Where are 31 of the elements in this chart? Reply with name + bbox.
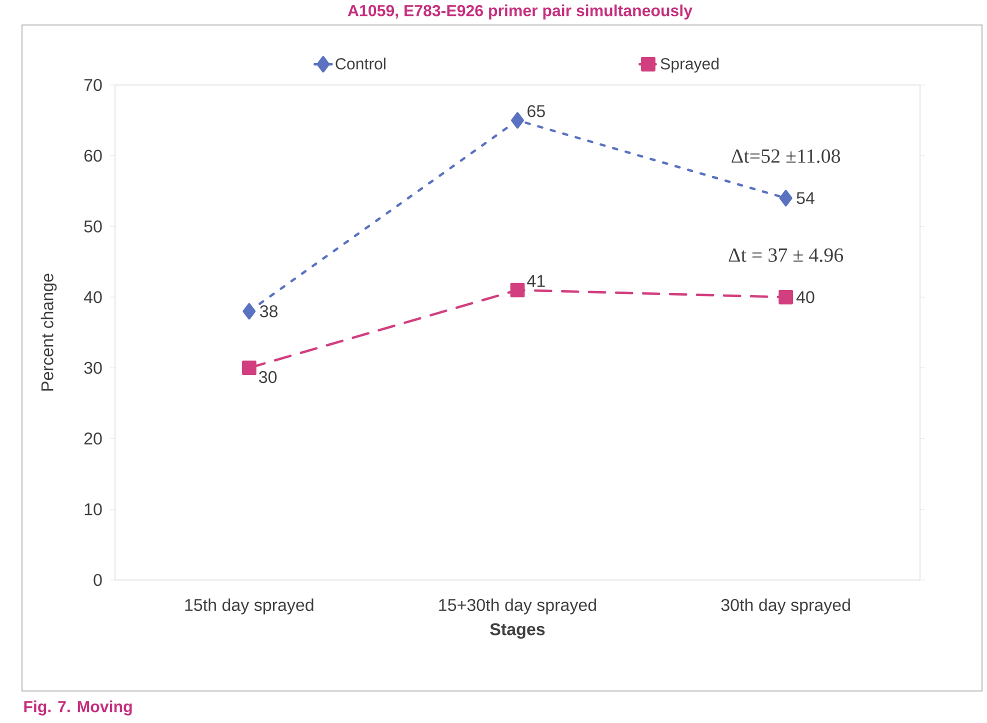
annotation: Δt = 37 ± 4.96	[728, 248, 844, 262]
caption: Fig. 7. Moving	[24, 700, 132, 716]
point	[511, 112, 524, 129]
x-axis-title: Stages	[490, 623, 545, 639]
y-tick-label: 60	[84, 150, 102, 162]
legend-label: Control	[336, 58, 386, 70]
y-tick-label: 70	[84, 78, 102, 92]
y-tick-label: 0	[94, 574, 102, 586]
y-tick-label: 20	[84, 432, 102, 445]
annotation: Δt=52 ±11.08	[732, 149, 840, 163]
y-tick-label: 40	[84, 291, 102, 304]
data-label: 65	[528, 105, 545, 118]
point	[242, 303, 256, 320]
chart-title: A1059, E783-E926 primer pair simultaneously	[348, 4, 692, 20]
data-label: 38	[260, 305, 278, 318]
y-axis-title: Percent change	[40, 274, 57, 391]
legend-label: Sprayed	[660, 58, 719, 73]
data-label: 54	[796, 192, 814, 204]
point	[778, 290, 794, 304]
data-label: 30	[259, 371, 277, 384]
point	[779, 190, 792, 206]
point	[510, 282, 525, 298]
point	[242, 360, 256, 376]
y-tick-label: 10	[84, 503, 102, 516]
x-tick-label: 30th day sprayed	[721, 598, 850, 614]
data-label: 40	[796, 291, 814, 304]
y-tick-label: 30	[84, 362, 102, 374]
y-tick-label: 50	[84, 220, 102, 232]
x-tick-label: 15+30th day sprayed	[439, 598, 596, 614]
x-tick-label: 15th day sprayed	[185, 598, 314, 614]
data-label: 41	[527, 275, 545, 287]
